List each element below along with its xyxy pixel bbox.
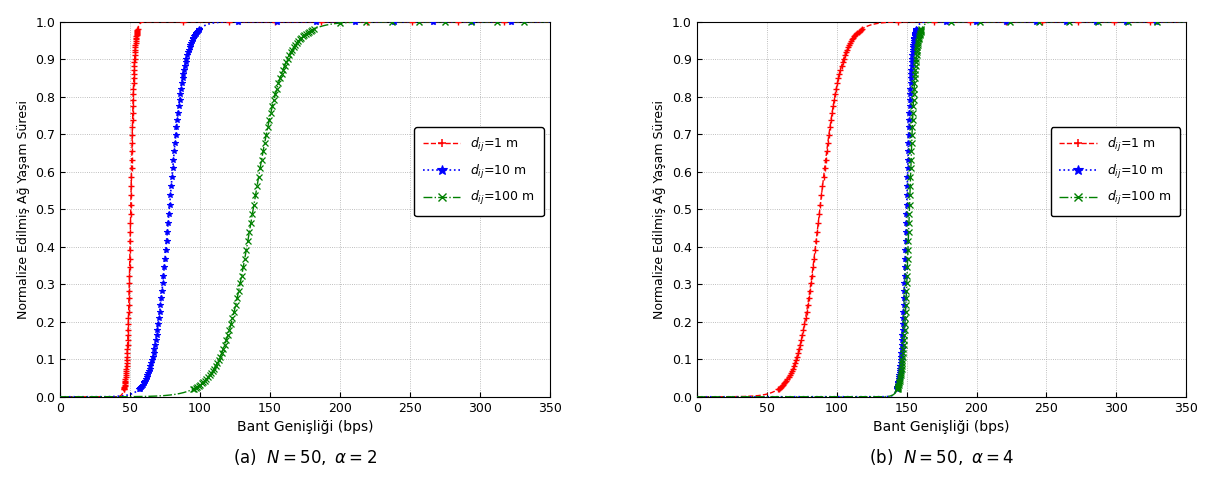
Legend: $d_{ij}$=1 m, $d_{ij}$=10 m, $d_{ij}$=100 m: $d_{ij}$=1 m, $d_{ij}$=10 m, $d_{ij}$=10… [1051,127,1180,216]
Title: (a)  $N = 50,\ \alpha = 2$: (a) $N = 50,\ \alpha = 2$ [233,447,377,468]
Title: (b)  $N = 50,\ \alpha = 4$: (b) $N = 50,\ \alpha = 4$ [869,447,1015,468]
Legend: $d_{ij}$=1 m, $d_{ij}$=10 m, $d_{ij}$=100 m: $d_{ij}$=1 m, $d_{ij}$=10 m, $d_{ij}$=10… [414,127,543,216]
X-axis label: Bant Genişliği (bps): Bant Genişliği (bps) [237,420,373,434]
X-axis label: Bant Genişliği (bps): Bant Genişliği (bps) [874,420,1010,434]
Y-axis label: Normalize Edilmiş Ağ Yaşam Süresi: Normalize Edilmiş Ağ Yaşam Süresi [17,100,29,319]
Y-axis label: Normalize Edilmiş Ağ Yaşam Süresi: Normalize Edilmiş Ağ Yaşam Süresi [654,100,666,319]
